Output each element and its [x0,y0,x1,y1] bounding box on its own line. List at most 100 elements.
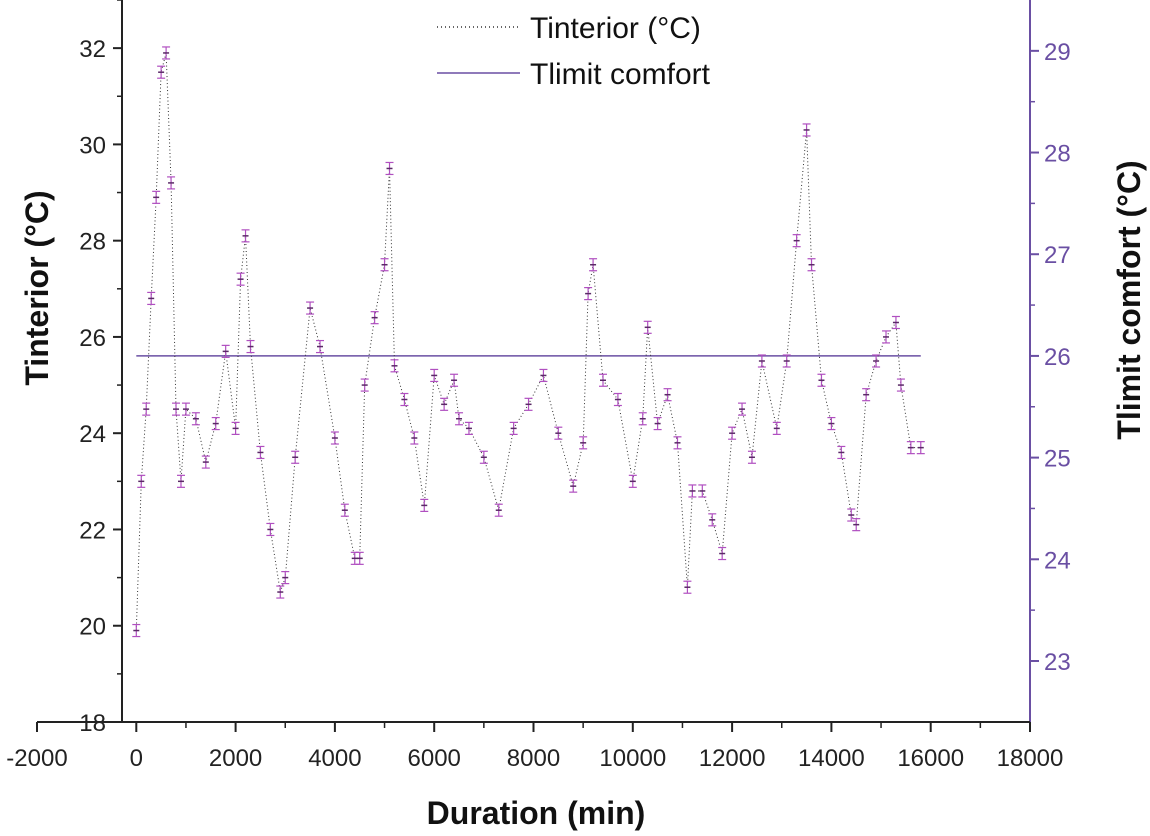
x-tick-label: 14000 [798,745,865,772]
interior-point [132,623,141,638]
interior-point [673,436,682,450]
interior-point [847,508,856,522]
interior-line [135,52,921,631]
interior-point [464,421,473,435]
interior-point [157,65,166,79]
left-y-axis-title: Tinterior (°C) [19,190,55,385]
x-tick-label: 10000 [599,745,666,772]
interior-series [132,46,925,638]
interior-point [683,580,692,594]
x-tick-label: 4000 [308,745,361,772]
interior-point [827,416,836,431]
x-tick-label: 2000 [209,745,262,772]
interior-point [613,392,622,407]
y2-tick-label: 26 [1044,344,1071,371]
y-tick-label: 32 [79,36,106,63]
y2-tick-label: 28 [1044,141,1071,168]
interior-point [231,421,240,435]
interior-point [162,46,171,60]
interior-point [355,551,364,565]
x-tick-label: 8000 [507,745,560,772]
plot-frame [37,0,1031,723]
interior-point [256,445,265,460]
interior-point [494,503,503,517]
interior-point [385,161,394,176]
interior-point [509,421,518,435]
interior-point [430,368,439,383]
interior-point [872,354,881,368]
y2-tick-label: 24 [1044,547,1071,574]
x-tick-label: 0 [130,745,143,772]
interior-point [802,123,811,137]
interior-point [584,287,593,301]
interior-point [330,431,339,445]
interior-point [211,416,220,431]
interior-point [176,474,185,488]
x-tick-label: -2000 [6,745,67,772]
interior-point [718,546,727,561]
interior-point [628,474,637,488]
interior-point [643,320,652,334]
x-ticks: -2000 0 2000 4000 6000 8000 10000 12000 14000 160… [6,722,1063,772]
interior-point [137,474,146,488]
interior-point [708,513,717,527]
interior-point [340,503,349,517]
interior-point [400,392,409,407]
interior-point [554,426,563,440]
x-tick-label: 18000 [997,745,1064,772]
x-tick-label: 16000 [897,745,964,772]
interior-point [370,311,379,325]
y-tick-label: 18 [79,710,106,737]
interior-point [698,484,707,498]
interior-point [916,441,925,455]
interior-point [638,412,647,426]
y-tick-label: 22 [79,517,106,544]
left-y-ticks: 18 20 22 24 26 28 30 32 [79,0,122,737]
y2-tick-label: 27 [1044,242,1071,269]
interior-point [852,518,861,532]
interior-point [599,373,608,387]
interior-point [688,484,697,498]
interior-point [306,301,315,315]
interior-point [579,436,588,450]
interior-point [181,402,190,416]
interior-point [782,354,791,368]
interior-point [281,570,290,585]
y2-tick-label: 23 [1044,649,1071,676]
interior-point [241,229,250,243]
interior-point [772,421,781,435]
interior-point [440,397,449,411]
interior-point [589,258,598,272]
y2-tick-label: 25 [1044,446,1071,473]
y-tick-label: 30 [79,132,106,159]
y-tick-label: 28 [79,229,106,256]
interior-point [236,272,245,286]
interior-point [455,412,464,426]
interior-point [221,344,230,358]
interior-point [380,258,389,272]
interior-point [882,330,891,344]
interior-point [891,315,900,330]
x-tick-label: 12000 [699,745,766,772]
interior-point [410,431,419,445]
legend: Tinterior (°C) Tlimit comfort [437,12,711,91]
interior-point [147,291,156,306]
interior-point [172,402,181,416]
interior-point [896,378,905,392]
interior-point [191,412,200,426]
legend-interior-label: Tinterior (°C) [530,12,701,45]
interior-point [524,397,533,411]
interior-point [390,359,399,373]
interior-point [738,402,747,416]
interior-point [360,378,369,392]
interior-point [862,388,871,402]
interior-point [291,450,300,464]
interior-point [316,339,325,354]
interior-point [167,176,176,190]
interior-point [479,450,488,464]
x-axis-title: Duration (min) [427,795,646,831]
interior-point [152,190,161,204]
interior-point [420,498,429,512]
interior-point [807,258,816,272]
